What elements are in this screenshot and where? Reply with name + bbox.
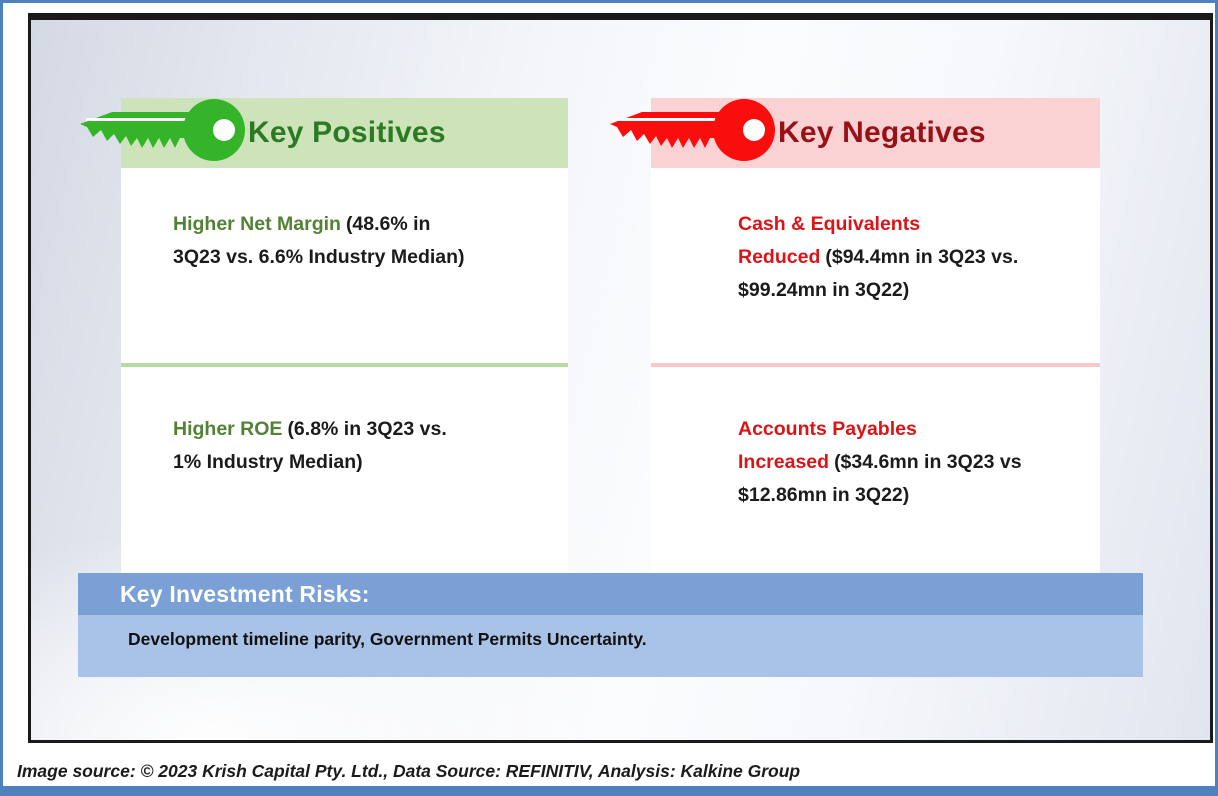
image-source-footer: Image source: © 2023 Krish Capital Pty. … <box>17 761 801 781</box>
negative-item-1-title: Cash & Equivalents Reduced <box>738 213 921 268</box>
positive-item-1-detail: (48.6% in 3Q23 vs. 6.6% Industry Median) <box>173 213 465 268</box>
red-key-icon <box>610 99 775 161</box>
positive-item-2: Higher ROE (6.8% in 3Q23 vs. 1% Industry … <box>173 413 468 479</box>
positives-card: Higher Net Margin (48.6% in 3Q23 vs. 6.6%… <box>121 168 568 573</box>
bottom-accent-bar <box>3 786 1215 793</box>
positive-item-1: Higher Net Margin (48.6% in 3Q23 vs. 6.6%… <box>173 208 468 274</box>
negative-item-2: Accounts Payables Increased ($34.6mn in 3… <box>738 413 1063 512</box>
main-board: Key Positives Higher Net Margin (48.6% in… <box>28 13 1213 743</box>
negative-item-2-detail: ($34.6mn in 3Q23 vs $12.86mn in 3Q22) <box>738 451 1022 506</box>
positive-item-2-detail: (6.8% in 3Q23 vs. 1% Industry Median) <box>173 418 447 473</box>
investment-risks-header-label: Key Investment Risks: <box>120 580 370 607</box>
negatives-title: Key Negatives <box>778 116 986 149</box>
positives-divider <box>121 363 568 367</box>
negative-item-1: Cash & Equivalents Reduced ($94.4mn in 3Q… <box>738 208 1063 307</box>
investment-risks-header: Key Investment Risks: <box>78 573 1143 615</box>
investment-risks-banner: Key Investment Risks: Development timeli… <box>78 573 1143 677</box>
positive-item-2-title: Higher ROE <box>173 418 283 440</box>
green-key-icon <box>80 99 245 161</box>
investment-risks-body: Development timeline parity, Government … <box>78 615 1143 677</box>
positives-title: Key Positives <box>248 116 446 149</box>
investment-risks-text: Development timeline parity, Government … <box>128 629 647 649</box>
negatives-card: Cash & Equivalents Reduced ($94.4mn in 3Q… <box>651 168 1100 573</box>
negative-item-1-detail: ($94.4mn in 3Q23 vs. $99.24mn in 3Q22) <box>738 246 1019 301</box>
negative-item-2-title: Accounts Payables Increased <box>738 418 917 473</box>
positive-item-1-title: Higher Net Margin <box>173 213 341 235</box>
negatives-divider <box>651 363 1100 367</box>
